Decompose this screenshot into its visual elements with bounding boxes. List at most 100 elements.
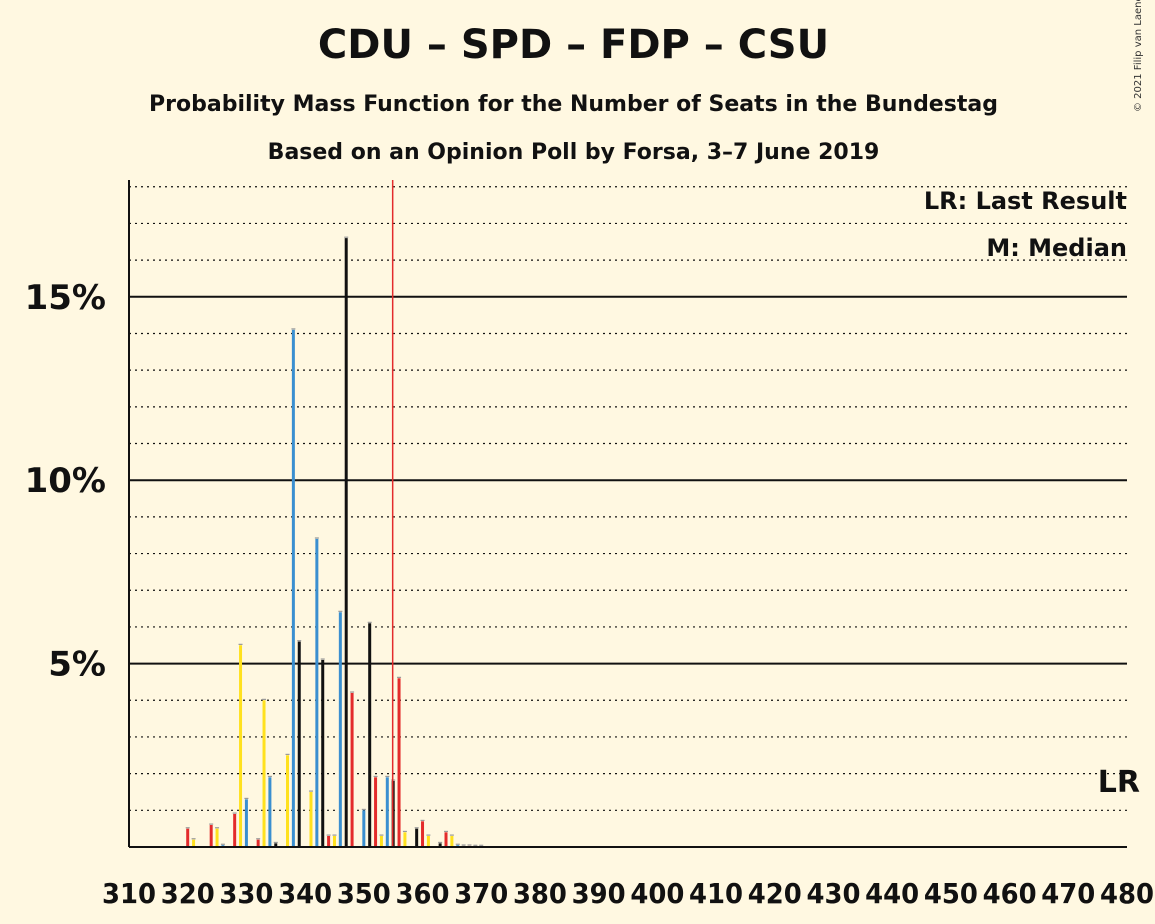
axes: [128, 180, 1127, 848]
x-tick-label: 310: [102, 877, 156, 910]
bar-cap-339: [297, 640, 302, 642]
bar-cap-329: [238, 643, 243, 645]
bar-cap-361: [426, 834, 431, 836]
x-tick-label: 410: [689, 877, 743, 910]
bar-seat-328: [233, 813, 237, 847]
bar-cap-365: [449, 834, 454, 836]
bar-seat-360: [421, 821, 425, 847]
bar-seat-343: [321, 659, 325, 847]
bar-cap-348: [350, 691, 355, 693]
bar-seat-357: [403, 832, 407, 847]
bar-seat-332: [256, 839, 260, 847]
bar-seat-345: [332, 835, 336, 847]
x-tick-label: 390: [572, 877, 626, 910]
y-tick-label: 5%: [48, 645, 106, 685]
bar-seat-333: [262, 700, 266, 847]
bar-cap-354: [385, 775, 390, 778]
x-tick-label: 480: [1100, 877, 1154, 910]
bar-cap-324: [209, 823, 214, 825]
bar-cap-332: [256, 838, 261, 840]
bar-seat-348: [350, 692, 354, 847]
bar-cap-363: [438, 841, 443, 844]
x-tick-label: 330: [219, 877, 273, 910]
x-tick-label: 320: [161, 877, 215, 910]
bar-seat-339: [297, 641, 301, 847]
bar-cap-321: [191, 838, 196, 840]
x-tick-label: 470: [1041, 877, 1095, 910]
bar-seat-353: [379, 835, 383, 847]
bar-cap-352: [373, 775, 378, 778]
bar-cap-338: [291, 328, 296, 330]
bar-cap-368: [467, 844, 472, 846]
bar-seat-334: [268, 777, 272, 847]
x-tick-label: 440: [865, 877, 919, 910]
bar-seat-329: [239, 645, 243, 847]
legend-last-result: LR: Last Result: [924, 187, 1127, 215]
bar-cap-335: [273, 841, 278, 844]
bar-cap-359: [414, 827, 419, 829]
bar-seat-364: [444, 832, 448, 847]
last-result-marker: LR: [1098, 765, 1140, 800]
x-tick-label: 380: [513, 877, 567, 910]
bar-seat-321: [192, 839, 196, 847]
bar-cap-325: [215, 827, 220, 829]
bar-seat-363: [438, 843, 442, 847]
bar-cap-353: [379, 834, 384, 836]
x-tick-label: 370: [454, 877, 508, 910]
bar-cap-341: [308, 790, 313, 792]
bar-cap-347: [344, 236, 349, 238]
bar-seat-352: [374, 777, 378, 847]
chart-subtitle: Probability Mass Function for the Number…: [149, 92, 998, 117]
bar-cap-356: [397, 676, 402, 678]
x-tick-label: 340: [278, 877, 332, 910]
bar-cap-333: [262, 698, 267, 700]
bar-seat-337: [286, 755, 290, 847]
chart-title: CDU – SPD – FDP – CSU: [317, 22, 830, 68]
x-tick-label: 430: [806, 877, 860, 910]
bar-seat-356: [397, 678, 401, 847]
bar-seat-346: [338, 612, 342, 847]
y-axis-labels: 5% 10% 15%: [25, 278, 106, 685]
bar-seat-320: [186, 828, 190, 847]
bar-cap-351: [367, 621, 372, 623]
bar-seat-344: [327, 835, 331, 847]
bar-seat-359: [415, 828, 419, 847]
bar-cap-370: [479, 844, 484, 846]
bar-cap-364: [444, 830, 449, 833]
bar-cap-357: [402, 830, 407, 833]
x-tick-label: 450: [924, 877, 978, 910]
bar-cap-369: [473, 844, 478, 846]
bar-cap-337: [285, 753, 290, 755]
chart-subtitle-2: Based on an Opinion Poll by Forsa, 3–7 J…: [267, 140, 880, 165]
bar-cap-326: [220, 843, 225, 845]
bar-seat-365: [450, 835, 454, 847]
bar-cap-343: [320, 658, 325, 660]
bar-seat-330: [244, 799, 248, 847]
bar-seat-324: [209, 824, 213, 847]
bar-cap-342: [314, 537, 319, 539]
bar-cap-344: [326, 834, 331, 836]
bar-seat-325: [215, 828, 219, 847]
bar-seat-347: [344, 238, 348, 847]
bar-cap-328: [232, 812, 237, 814]
x-tick-label: 350: [337, 877, 391, 910]
legend-median: M: Median: [986, 234, 1127, 262]
bar-cap-346: [338, 610, 343, 612]
bars: [185, 236, 484, 847]
bar-cap-350: [361, 808, 366, 811]
x-tick-label: 360: [396, 877, 450, 910]
x-tick-label: 420: [748, 877, 802, 910]
bar-cap-334: [267, 775, 272, 778]
y-tick-label: 15%: [25, 278, 106, 318]
bar-cap-367: [461, 844, 466, 846]
bar-seat-335: [274, 843, 278, 847]
bar-seat-361: [426, 835, 430, 847]
x-tick-label: 400: [630, 877, 684, 910]
bar-seat-350: [362, 810, 366, 847]
bar-cap-366: [455, 843, 460, 845]
y-tick-label: 10%: [25, 461, 106, 501]
bar-seat-354: [385, 777, 389, 847]
bar-seat-341: [309, 791, 313, 847]
x-tick-label: 460: [983, 877, 1037, 910]
